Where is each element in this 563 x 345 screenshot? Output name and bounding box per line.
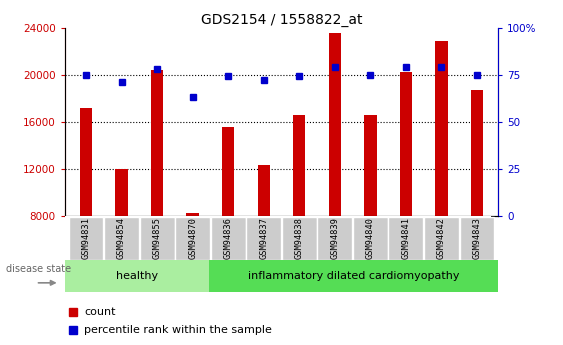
Text: GSM94838: GSM94838 — [295, 217, 304, 259]
Text: GSM94854: GSM94854 — [117, 217, 126, 259]
Bar — [257, 165, 270, 216]
FancyBboxPatch shape — [104, 217, 139, 259]
FancyBboxPatch shape — [69, 217, 104, 259]
Text: healthy: healthy — [116, 271, 158, 281]
Text: count: count — [84, 307, 116, 317]
Bar — [80, 108, 92, 216]
Bar — [115, 169, 128, 216]
Bar — [186, 213, 199, 216]
FancyBboxPatch shape — [353, 217, 388, 259]
FancyBboxPatch shape — [459, 217, 494, 259]
Bar — [329, 33, 341, 216]
Text: GSM94840: GSM94840 — [366, 217, 375, 259]
Text: GSM94836: GSM94836 — [224, 217, 233, 259]
Text: percentile rank within the sample: percentile rank within the sample — [84, 325, 272, 335]
Bar — [65, 260, 209, 292]
Text: GSM94843: GSM94843 — [472, 217, 481, 259]
Bar — [293, 115, 306, 216]
Bar — [400, 72, 412, 216]
Text: inflammatory dilated cardiomyopathy: inflammatory dilated cardiomyopathy — [248, 271, 459, 281]
FancyBboxPatch shape — [211, 217, 245, 259]
Bar — [435, 40, 448, 216]
Text: GSM94831: GSM94831 — [82, 217, 91, 259]
Text: GSM94837: GSM94837 — [259, 217, 268, 259]
Text: GSM94870: GSM94870 — [188, 217, 197, 259]
Bar — [209, 260, 498, 292]
Bar — [471, 90, 483, 216]
Text: disease state: disease state — [7, 264, 72, 274]
FancyBboxPatch shape — [388, 217, 423, 259]
FancyBboxPatch shape — [318, 217, 352, 259]
FancyBboxPatch shape — [140, 217, 175, 259]
FancyBboxPatch shape — [175, 217, 210, 259]
Bar — [151, 70, 163, 216]
FancyBboxPatch shape — [424, 217, 459, 259]
Bar — [222, 128, 234, 216]
Title: GDS2154 / 1558822_at: GDS2154 / 1558822_at — [201, 12, 362, 27]
FancyBboxPatch shape — [247, 217, 281, 259]
Text: GSM94839: GSM94839 — [330, 217, 339, 259]
FancyBboxPatch shape — [282, 217, 316, 259]
Text: GSM94842: GSM94842 — [437, 217, 446, 259]
Text: GSM94855: GSM94855 — [153, 217, 162, 259]
Text: GSM94841: GSM94841 — [401, 217, 410, 259]
Bar — [364, 115, 377, 216]
